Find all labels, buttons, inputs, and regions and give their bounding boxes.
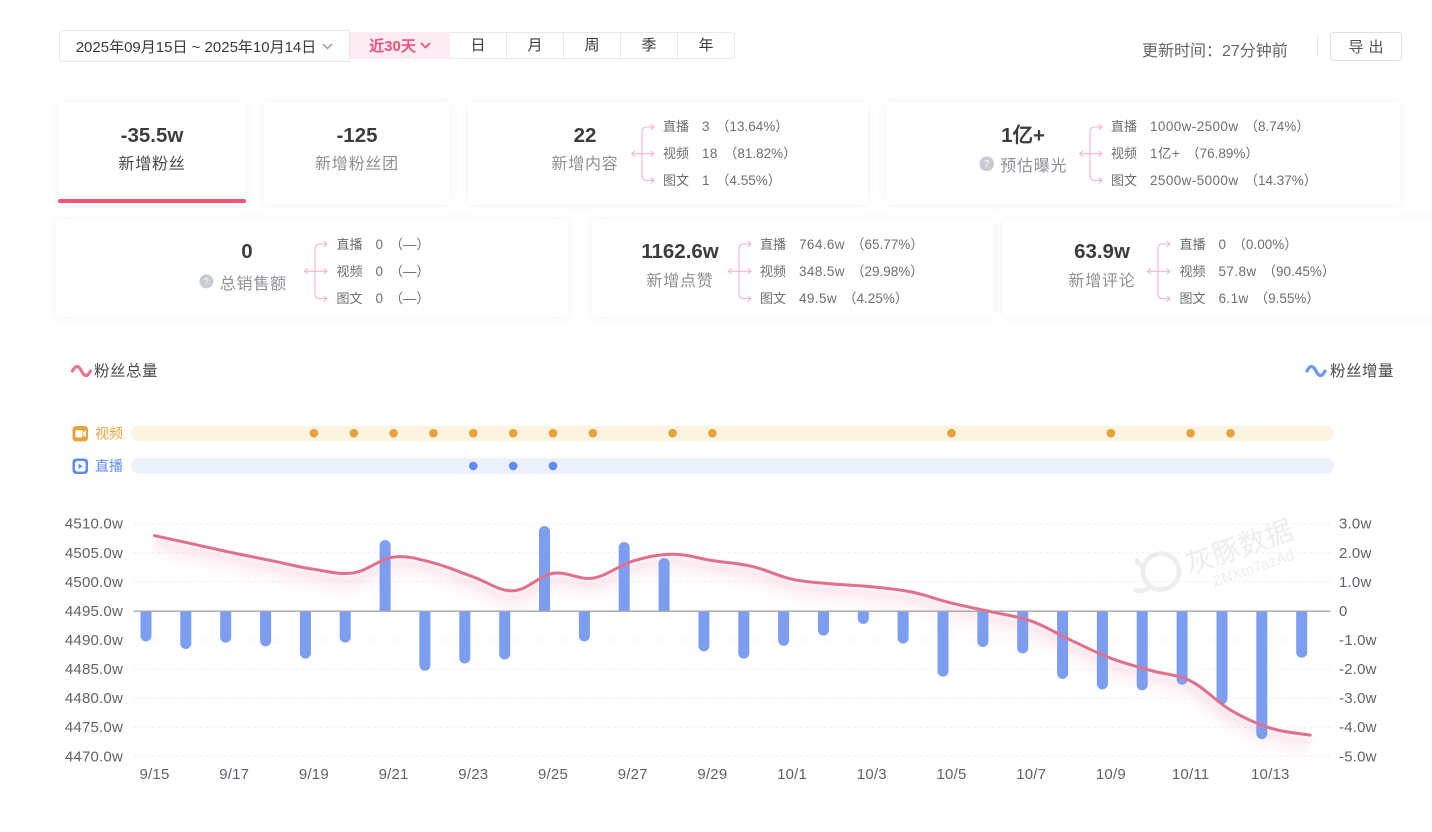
svg-text:1.0w: 1.0w (1339, 574, 1372, 591)
svg-text:-1.0w: -1.0w (1339, 632, 1377, 649)
svg-text:2.0w: 2.0w (1339, 545, 1372, 562)
svg-text:3.0w: 3.0w (1339, 516, 1372, 533)
svg-text:9/19: 9/19 (299, 766, 329, 783)
svg-text:10/5: 10/5 (937, 766, 967, 783)
svg-text:直播: 直播 (95, 458, 123, 474)
svg-text:9/27: 9/27 (618, 766, 648, 783)
svg-text:4495.0w: 4495.0w (65, 603, 123, 620)
svg-text:-3.0w: -3.0w (1339, 690, 1377, 707)
svg-text:4510.0w: 4510.0w (65, 516, 123, 533)
svg-text:9/17: 9/17 (219, 766, 249, 783)
svg-text:9/29: 9/29 (697, 766, 727, 783)
svg-text:粉丝总量: 粉丝总量 (94, 362, 158, 380)
svg-text:9/15: 9/15 (140, 766, 170, 783)
svg-text:10/1: 10/1 (777, 766, 807, 783)
svg-text:?: ? (204, 277, 209, 287)
svg-text:?: ? (984, 159, 990, 170)
svg-text:4480.0w: 4480.0w (65, 690, 123, 707)
svg-text:0: 0 (1339, 603, 1348, 620)
svg-text:9/21: 9/21 (379, 766, 409, 783)
svg-text:视频: 视频 (95, 426, 123, 442)
svg-text:4500.0w: 4500.0w (65, 574, 123, 591)
svg-text:粉丝增量: 粉丝增量 (1330, 362, 1394, 380)
svg-text:10/11: 10/11 (1172, 766, 1209, 783)
svg-text:10/3: 10/3 (857, 766, 887, 783)
svg-text:4470.0w: 4470.0w (65, 748, 123, 765)
svg-text:10/7: 10/7 (1016, 766, 1046, 783)
svg-text:9/23: 9/23 (458, 766, 488, 783)
svg-text:-5.0w: -5.0w (1339, 748, 1377, 765)
svg-text:4485.0w: 4485.0w (65, 661, 123, 678)
svg-text:10/9: 10/9 (1096, 766, 1126, 783)
svg-text:-2.0w: -2.0w (1339, 661, 1377, 678)
svg-text:4505.0w: 4505.0w (65, 545, 123, 562)
svg-text:-4.0w: -4.0w (1339, 719, 1377, 736)
svg-text:9/25: 9/25 (538, 766, 568, 783)
svg-text:4490.0w: 4490.0w (65, 632, 123, 649)
svg-text:10/13: 10/13 (1251, 766, 1290, 783)
svg-text:4475.0w: 4475.0w (65, 719, 123, 736)
